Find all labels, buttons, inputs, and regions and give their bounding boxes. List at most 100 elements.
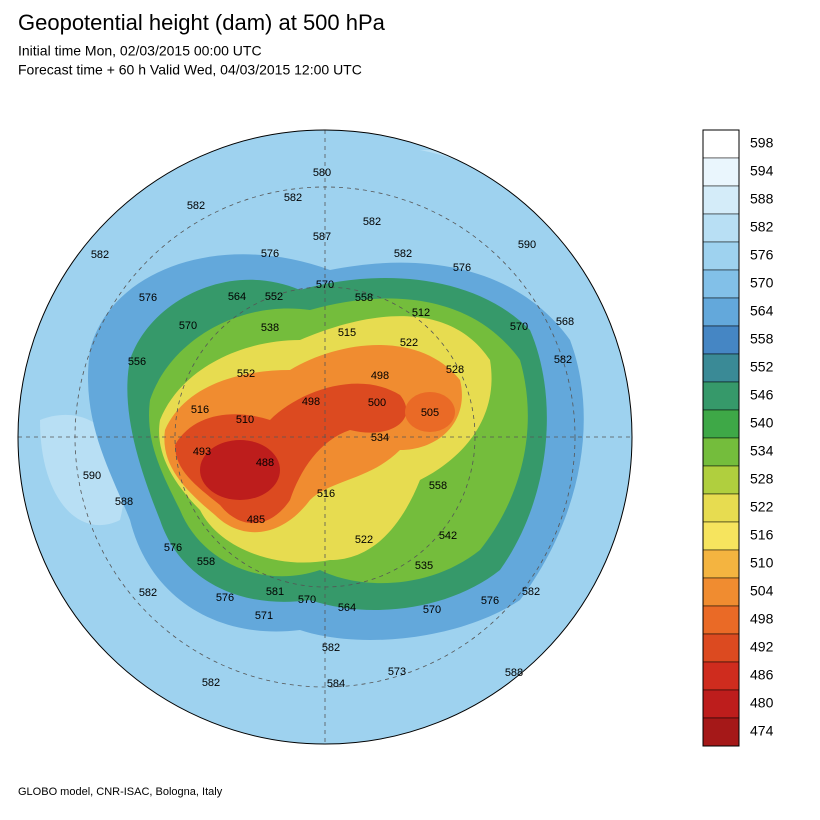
colorbar-swatch <box>702 129 740 159</box>
contour-label: 564 <box>338 602 356 614</box>
contour-label: 576 <box>216 592 234 604</box>
contour-label: 570 <box>298 594 316 606</box>
colorbar-swatch <box>702 269 740 299</box>
contour-label: 493 <box>193 446 211 458</box>
contour-label: 582 <box>363 216 381 228</box>
colorbar-swatch <box>702 465 740 495</box>
contour-label: 582 <box>139 587 157 599</box>
colorbar-label: 504 <box>750 583 774 599</box>
contour-label: 571 <box>255 610 273 622</box>
contour-label: 582 <box>284 192 302 204</box>
contour-label: 582 <box>91 249 109 261</box>
contour-label: 522 <box>400 337 418 349</box>
contour-label: 512 <box>412 307 430 319</box>
colorbar-swatch <box>702 409 740 439</box>
contour-label: 582 <box>394 248 412 260</box>
colorbar-swatch <box>702 185 740 215</box>
contour-label: 576 <box>164 542 182 554</box>
contour-label: 485 <box>247 514 265 526</box>
contour-label: 556 <box>128 356 146 368</box>
colorbar-swatch <box>702 717 740 747</box>
colorbar-swatch <box>702 661 740 691</box>
contour-label: 590 <box>83 470 101 482</box>
map <box>18 130 632 744</box>
contour-label: 573 <box>388 666 406 678</box>
colorbar-label: 474 <box>750 723 774 739</box>
colorbar-label: 492 <box>750 639 774 655</box>
colorbar-swatch <box>702 605 740 635</box>
colorbar-swatch <box>702 521 740 551</box>
colorbar-label: 588 <box>750 191 774 207</box>
contour-label: 582 <box>522 586 540 598</box>
colorbar-swatch <box>702 689 740 719</box>
colorbar-swatch <box>702 213 740 243</box>
contour-label: 516 <box>191 404 209 416</box>
contour-label: 576 <box>261 248 279 260</box>
colorbar-swatch <box>702 297 740 327</box>
contour-label: 588 <box>115 496 133 508</box>
contour-label: 558 <box>197 556 215 568</box>
colorbar-label: 564 <box>750 303 774 319</box>
forecast-time: Forecast time + 60 h Valid Wed, 04/03/20… <box>18 62 362 78</box>
colorbar-swatch <box>702 241 740 271</box>
contour-label: 576 <box>481 595 499 607</box>
contour-label: 558 <box>429 480 447 492</box>
colorbar-swatch <box>702 549 740 579</box>
contour-label: 558 <box>355 292 373 304</box>
contour-label: 516 <box>317 488 335 500</box>
contour-label: 576 <box>453 262 471 274</box>
colorbar-swatch <box>702 633 740 663</box>
title: Geopotential height (dam) at 500 hPa <box>18 10 386 35</box>
contour-label: 488 <box>256 457 274 469</box>
colorbar-swatch <box>702 577 740 607</box>
colorbar-swatch <box>702 493 740 523</box>
contour-label: 564 <box>228 291 246 303</box>
contour-label: 576 <box>139 292 157 304</box>
contour-label: 590 <box>518 239 536 251</box>
colorbar-frame <box>702 129 740 747</box>
colorbar-swatch <box>702 157 740 187</box>
initial-time: Initial time Mon, 02/03/2015 00:00 UTC <box>18 43 262 59</box>
contour-label: 580 <box>313 167 331 179</box>
contour-label: 535 <box>415 560 433 572</box>
colorbar-label: 570 <box>750 275 774 291</box>
colorbar-swatch <box>702 353 740 383</box>
colorbar-swatch <box>702 325 740 355</box>
colorbar-label: 594 <box>750 163 774 179</box>
colorbar-label: 546 <box>750 387 774 403</box>
colorbar-label: 552 <box>750 359 774 375</box>
contour-label: 582 <box>322 642 340 654</box>
colorbar-label: 534 <box>750 443 774 459</box>
contour-label: 522 <box>355 534 373 546</box>
contour-label: 582 <box>554 354 572 366</box>
colorbar-label: 528 <box>750 471 774 487</box>
colorbar-swatch <box>702 437 740 467</box>
contour-label: 584 <box>327 678 345 690</box>
colorbar-swatch <box>702 381 740 411</box>
colorbar-label: 498 <box>750 611 774 627</box>
colorbar-label: 480 <box>750 695 774 711</box>
colorbar-label: 576 <box>750 247 774 263</box>
map-border <box>17 129 633 745</box>
contour-label: 552 <box>265 291 283 303</box>
contour-label: 498 <box>302 396 320 408</box>
colorbar-label: 598 <box>750 135 774 151</box>
contour-label: 582 <box>187 200 205 212</box>
colorbar-label: 522 <box>750 499 774 515</box>
contour-label: 587 <box>313 231 331 243</box>
footer: GLOBO model, CNR-ISAC, Bologna, Italy <box>18 786 223 798</box>
contour-label: 500 <box>368 397 386 409</box>
contour-label: 570 <box>510 321 528 333</box>
contour-label: 538 <box>261 322 279 334</box>
contour-label: 582 <box>202 677 220 689</box>
colorbar-label: 486 <box>750 667 774 683</box>
contour-label: 542 <box>439 530 457 542</box>
contour-label: 588 <box>505 667 523 679</box>
contour-label: 510 <box>236 414 254 426</box>
contour-label: 534 <box>371 432 389 444</box>
contour-label: 505 <box>421 407 439 419</box>
contour-label: 570 <box>316 279 334 291</box>
contour-label: 498 <box>371 370 389 382</box>
contour-label: 581 <box>266 586 284 598</box>
